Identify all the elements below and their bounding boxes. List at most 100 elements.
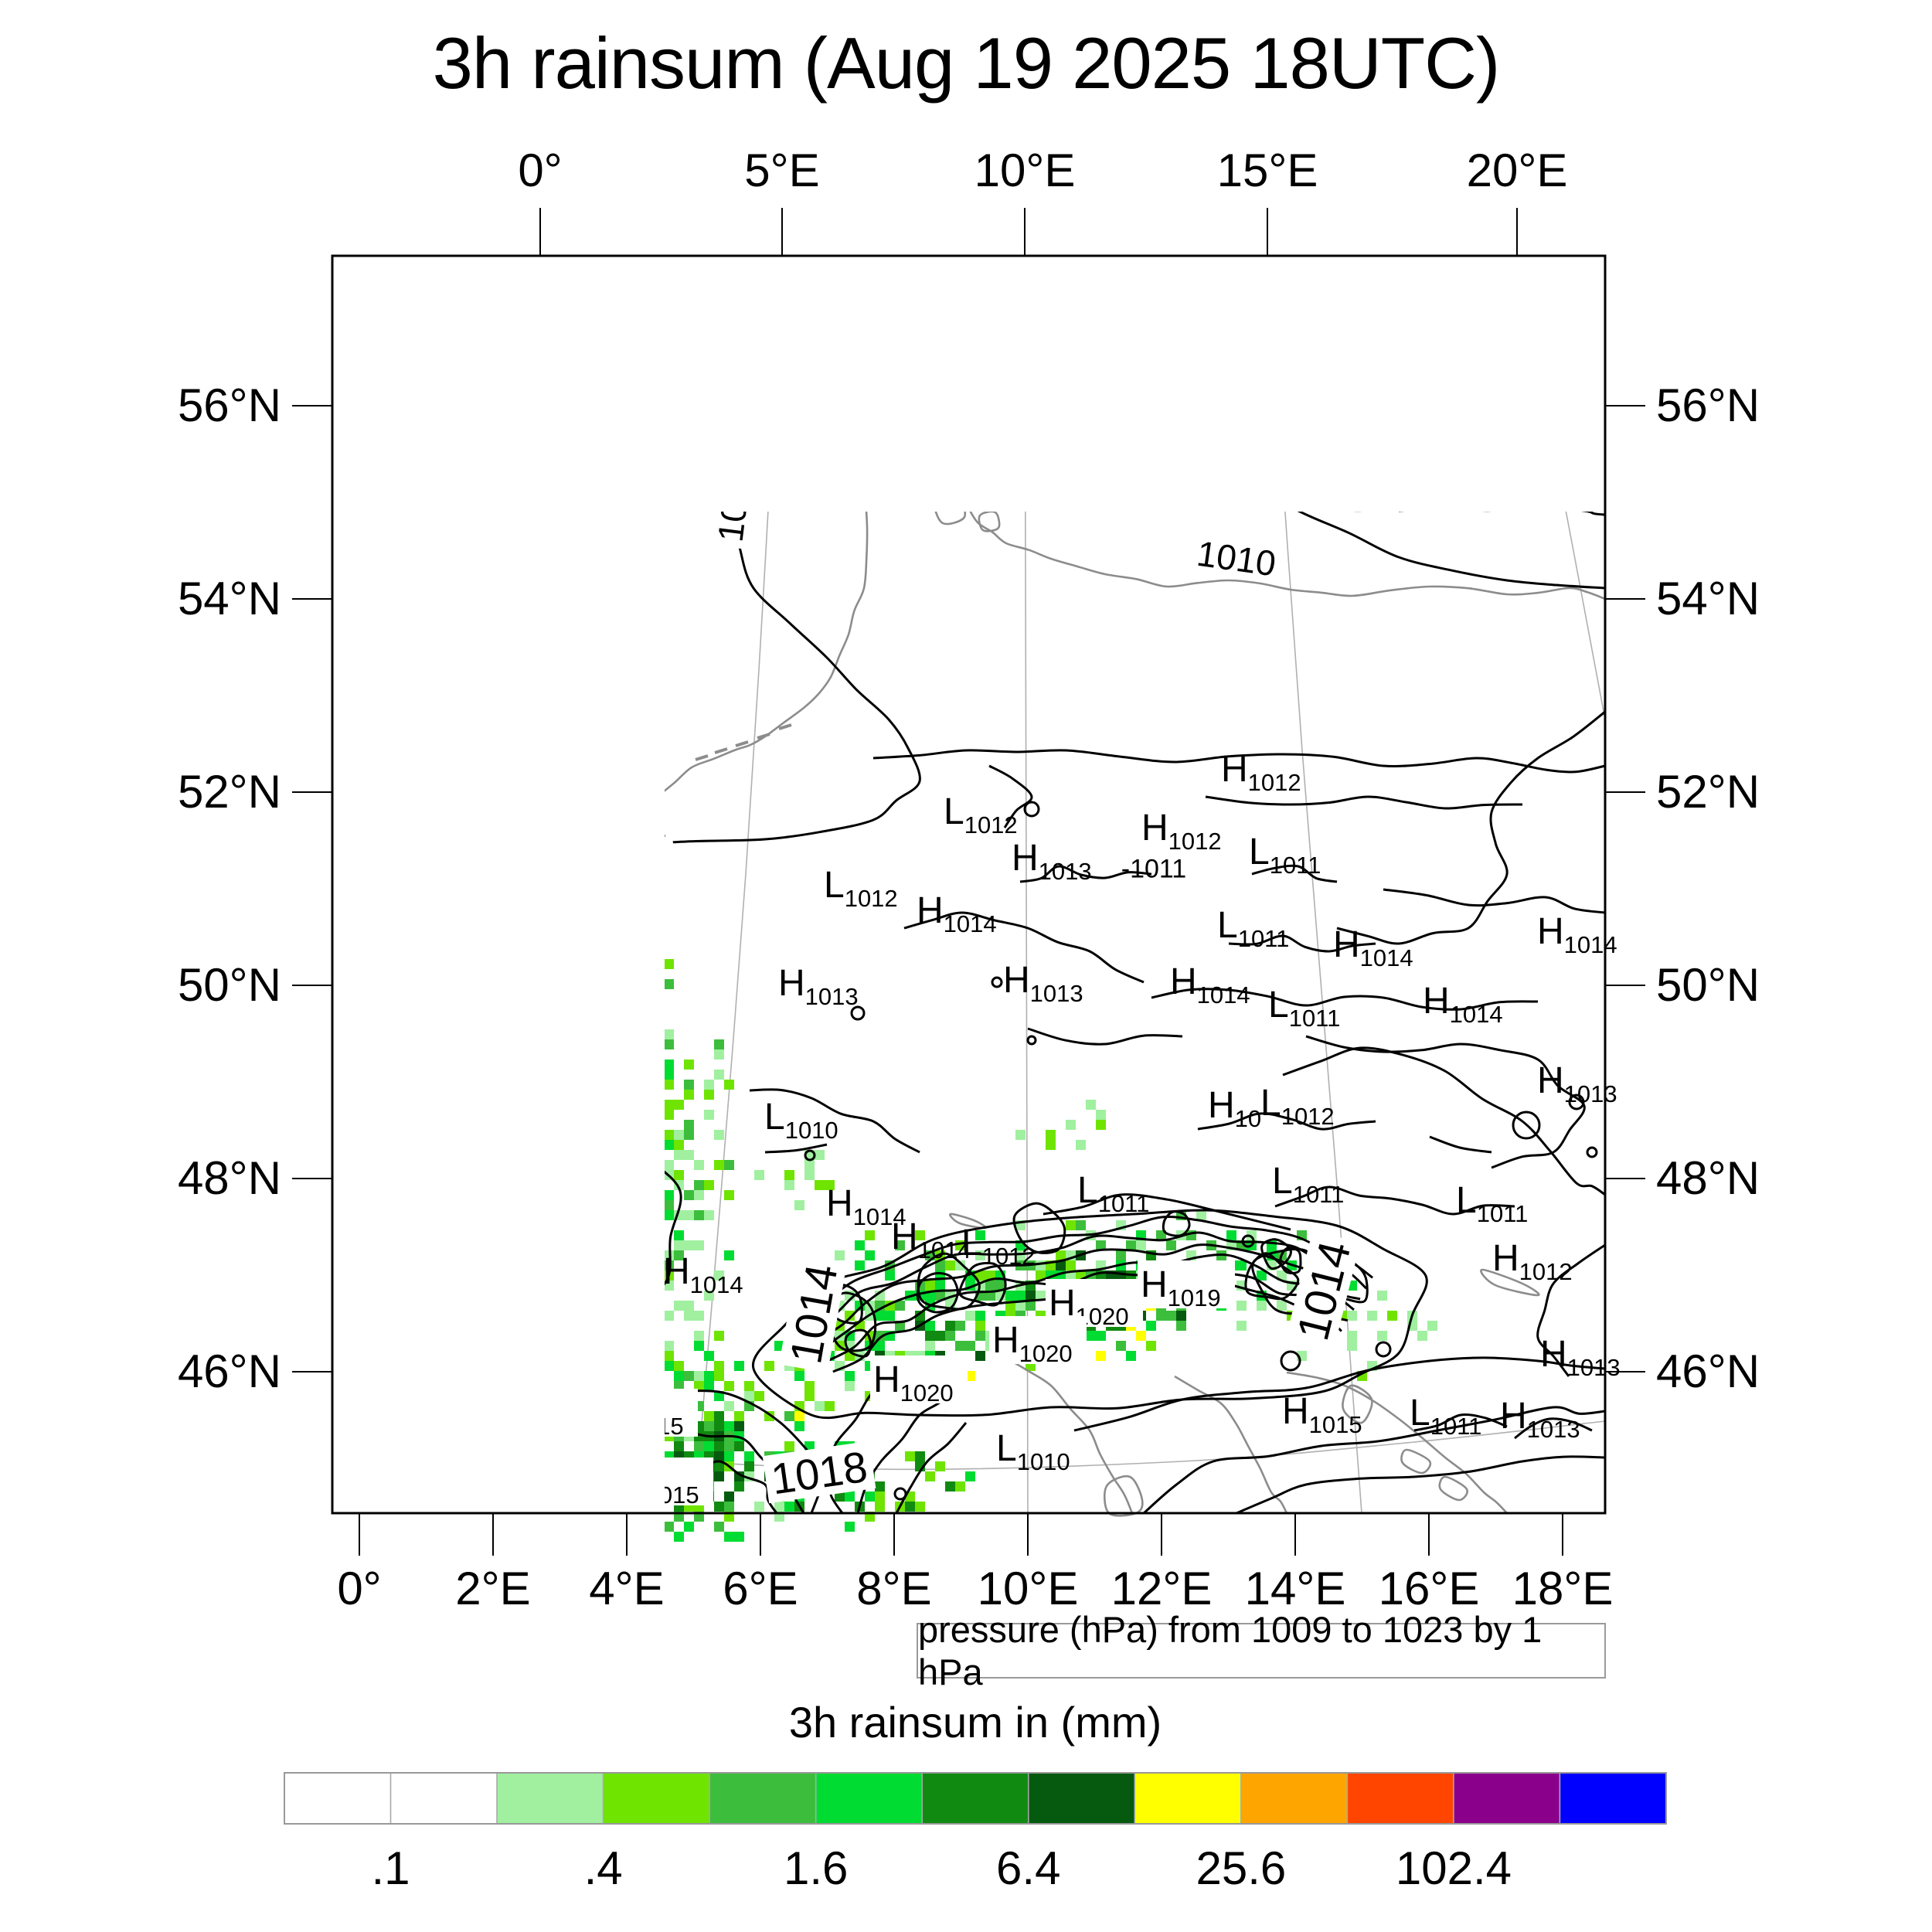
pressure-center-label: H10 xyxy=(1208,1085,1261,1132)
pressure-center-label: H1014 xyxy=(891,1216,971,1264)
pressure-center-label: H1015 xyxy=(665,1389,698,1440)
pressure-center-label: L1011 xyxy=(1217,905,1289,952)
top-axis-label: 0° xyxy=(518,145,562,196)
svg-text:L1009: L1009 xyxy=(371,1046,445,1094)
svg-text:H1019: H1019 xyxy=(1141,1264,1221,1311)
bottom-axis-label: 16°E xyxy=(1379,1563,1480,1614)
bottom-axis-label: 2°E xyxy=(455,1563,530,1614)
colorbar-tick-label: 6.4 xyxy=(996,1842,1060,1894)
colorbar-cell xyxy=(602,1772,710,1825)
bottom-axis-label: 12°E xyxy=(1111,1563,1213,1614)
colorbar-tick-label: 102.4 xyxy=(1396,1842,1512,1894)
right-axis-label: 50°N xyxy=(1656,959,1760,1011)
right-axis-label: 46°N xyxy=(1656,1345,1760,1397)
top-axis-label: 5°E xyxy=(744,145,819,196)
svg-text:H1013: H1013 xyxy=(1540,1334,1621,1381)
pressure-center-label: L1012 xyxy=(961,1223,1036,1270)
top-axis-label: 10°E xyxy=(975,145,1076,196)
bottom-axis-label: 4°E xyxy=(589,1563,664,1614)
contour-value-label: 1014 xyxy=(709,512,760,550)
pressure-center-label: H1014 xyxy=(1537,911,1617,958)
colorbar-cell xyxy=(496,1772,604,1825)
colorbar-cell xyxy=(284,1772,392,1825)
pressure-center-label: H1014 xyxy=(917,890,997,937)
pressure-center-label: L1012 xyxy=(944,791,1018,838)
pressure-center-label: L1010 xyxy=(764,1097,838,1144)
svg-text:L1009: L1009 xyxy=(1540,349,1614,396)
pressure-legend-text: pressure (hPa) from 1009 to 1023 by 1 hP… xyxy=(918,1609,1543,1692)
pressure-center-label: H1020 xyxy=(989,1316,1087,1367)
svg-text:1014: 1014 xyxy=(583,810,668,863)
svg-text:H1015: H1015 xyxy=(619,1461,699,1509)
pressure-center-label: H101 xyxy=(532,1390,617,1441)
map-content: L1009 L1009 L1009 L1012 H1012 H1012 L1011 H1013… xyxy=(371,349,1621,1542)
svg-text:L1010: L1010 xyxy=(996,1428,1070,1475)
svg-text:L1011: L1011 xyxy=(1268,985,1340,1032)
left-axis-label: 50°N xyxy=(178,959,281,1011)
svg-text:1014: 1014 xyxy=(781,1260,847,1367)
svg-text:H1014: H1014 xyxy=(917,890,997,937)
contour-value-label: -1011 xyxy=(1121,854,1186,883)
pressure-center-label: H1014 xyxy=(1333,924,1413,971)
svg-text:L1012: L1012 xyxy=(824,865,898,912)
svg-text:H1012: H1012 xyxy=(1492,1238,1573,1285)
svg-text:H1013: H1013 xyxy=(778,963,859,1010)
svg-text:H1015: H1015 xyxy=(1282,1391,1362,1438)
colorbar-cell xyxy=(1028,1772,1136,1825)
bottom-axis-label: 14°E xyxy=(1245,1563,1346,1614)
right-axis-label: 54°N xyxy=(1656,573,1760,624)
pressure-center-label: H1019 xyxy=(1138,1260,1235,1311)
pressure-center-label: L1011 xyxy=(1456,1180,1528,1227)
svg-text:H1013: H1013 xyxy=(1500,1396,1580,1443)
svg-text:L1011: L1011 xyxy=(1456,1180,1528,1227)
svg-text:L1012: L1012 xyxy=(961,1223,1036,1270)
coastlines xyxy=(665,512,1606,1517)
pressure-center-label: H1014 xyxy=(1423,981,1503,1028)
pressure-center-label: L1011 xyxy=(1410,1393,1481,1440)
svg-text:H101: H101 xyxy=(536,1394,602,1441)
svg-text:H1013: H1013 xyxy=(1537,1060,1617,1107)
contour-value-label: 1010 xyxy=(1189,532,1284,583)
right-axis-label: 56°N xyxy=(1656,379,1760,431)
left-axis-label: 52°N xyxy=(178,766,281,818)
colorbar-tick-label: 1.6 xyxy=(784,1842,848,1894)
pressure-center-label: H1012 xyxy=(1221,749,1301,796)
bottom-axis-label: 0° xyxy=(337,1563,381,1614)
svg-text:H1014: H1014 xyxy=(663,1251,743,1298)
pressure-labels: L1009 L1009 L1009 L1012 H1012 H1012 L1011 H1013… xyxy=(371,349,1621,1509)
svg-text:H1012: H1012 xyxy=(1221,749,1301,796)
svg-text:H1013: H1013 xyxy=(1012,838,1092,885)
svg-text:H1020: H1020 xyxy=(873,1359,954,1406)
contour-value-label: 1018 xyxy=(447,629,542,679)
svg-text:L1012: L1012 xyxy=(1260,1083,1335,1130)
pressure-center-label: H1013 xyxy=(1003,960,1083,1007)
left-axis-label: 56°N xyxy=(178,379,281,431)
colorbar: .1 .4 1.6 6.4 25.6 102.4 xyxy=(284,1772,1667,1894)
colorbar-title: 3h rainsum in (mm) xyxy=(788,1698,1162,1747)
colorbar-tick-label: 25.6 xyxy=(1196,1842,1286,1894)
left-axis-label: 46°N xyxy=(178,1345,281,1397)
pressure-center-label: L1010 xyxy=(996,1428,1070,1475)
svg-text:L1011: L1011 xyxy=(1410,1393,1481,1440)
pressure-center-label: L1012 xyxy=(1260,1083,1335,1130)
svg-text:H1014: H1014 xyxy=(1423,981,1503,1028)
colorbar-cell xyxy=(1346,1772,1454,1825)
pressure-center-label: L1011 xyxy=(1249,832,1321,879)
top-axis-label: 15°E xyxy=(1217,145,1318,196)
contour-value-label: 1010 xyxy=(1072,404,1165,496)
svg-text:-1011: -1011 xyxy=(1121,854,1186,883)
pressure-legend-box: pressure (hPa) from 1009 to 1023 by 1 hP… xyxy=(917,1609,1606,1692)
colorbar-cell xyxy=(815,1772,923,1825)
pressure-center-label: H1015 xyxy=(1282,1391,1362,1438)
left-axis-label: 54°N xyxy=(178,573,281,624)
svg-text:H1012: H1012 xyxy=(1141,808,1222,855)
pressure-contours xyxy=(665,512,1606,1515)
pressure-center-label: L1009 xyxy=(1540,349,1614,396)
pressure-center-label: L1009 xyxy=(1237,414,1311,461)
pressure-center-label: L1011 xyxy=(1077,1170,1149,1217)
pressure-center-label: L1009 xyxy=(371,1046,445,1094)
left-axis-label: 48°N xyxy=(178,1152,281,1204)
colorbar-tick-label: .1 xyxy=(372,1842,410,1894)
pressure-center-label: H1015 xyxy=(619,1458,713,1509)
